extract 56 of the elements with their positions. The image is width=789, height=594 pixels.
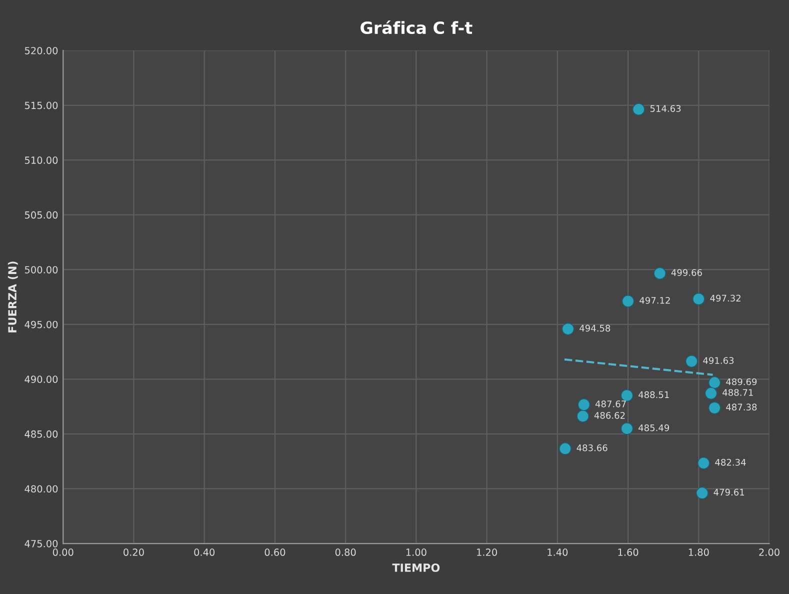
x-tick-label: 2.00	[759, 548, 780, 556]
point	[692, 292, 705, 306]
x-tick-label: 1.40	[548, 548, 568, 556]
y-tick-label: 490.00	[24, 376, 58, 383]
data-label: 497.32	[710, 294, 740, 302]
x-tick-label: 1.00	[406, 548, 426, 556]
y-tick-label: 515.00	[24, 102, 58, 110]
data-label: 488.71	[722, 389, 753, 396]
x-tick-label: 1.60	[618, 548, 638, 556]
y-tick-label: 520.00	[24, 46, 58, 54]
x-tick-label: 1.20	[477, 548, 497, 556]
y-tick-label: 500.00	[24, 266, 58, 274]
y-tick-label: 510.00	[24, 156, 58, 164]
x-tick-label: 0.60	[264, 548, 286, 556]
x-tick-label: 0.80	[335, 548, 356, 556]
point	[562, 322, 574, 336]
y-tick-label: 480.00	[24, 485, 58, 493]
y-axis-title: FUERZA (N)	[8, 262, 18, 332]
point	[708, 376, 721, 389]
y-tick-label: 475.00	[24, 540, 58, 548]
point	[708, 402, 721, 414]
data-label: 482.34	[715, 458, 746, 466]
x-tick-label: 0.00	[52, 548, 74, 556]
point	[576, 410, 590, 422]
y-tick-label: 505.00	[24, 211, 58, 219]
point	[696, 486, 708, 500]
data-label: 491.63	[703, 357, 734, 364]
point	[558, 442, 572, 455]
point	[704, 387, 718, 400]
data-label: 488.51	[638, 391, 669, 398]
point	[654, 267, 666, 280]
y-tick-label: 495.00	[24, 320, 58, 328]
x-tick-label: 1.80	[688, 548, 709, 556]
data-label: 487.67	[595, 400, 626, 408]
data-label: 479.61	[714, 488, 744, 496]
data-label: 485.49	[638, 424, 670, 432]
data-label: 483.66	[576, 444, 608, 452]
data-label: 489.69	[726, 378, 757, 386]
data-label: 514.63	[650, 105, 681, 112]
data-label: 487.38	[726, 404, 757, 410]
point	[697, 456, 710, 470]
point	[620, 422, 634, 435]
data-label: 499.66	[671, 269, 702, 276]
x-tick-label: 0.20	[124, 548, 144, 556]
point	[685, 355, 698, 368]
point	[622, 294, 634, 308]
chart-title: Gráfica C f-t	[360, 20, 472, 34]
data-label: 494.58	[580, 324, 610, 332]
point	[578, 398, 590, 411]
point	[632, 103, 645, 116]
x-axis-title: TIEMPO	[392, 564, 440, 572]
y-tick-label: 485.00	[24, 430, 58, 438]
x-tick-label: 0.40	[194, 548, 215, 556]
data-label: 486.62	[594, 412, 625, 419]
point	[620, 389, 634, 402]
data-label: 497.12	[640, 296, 670, 304]
